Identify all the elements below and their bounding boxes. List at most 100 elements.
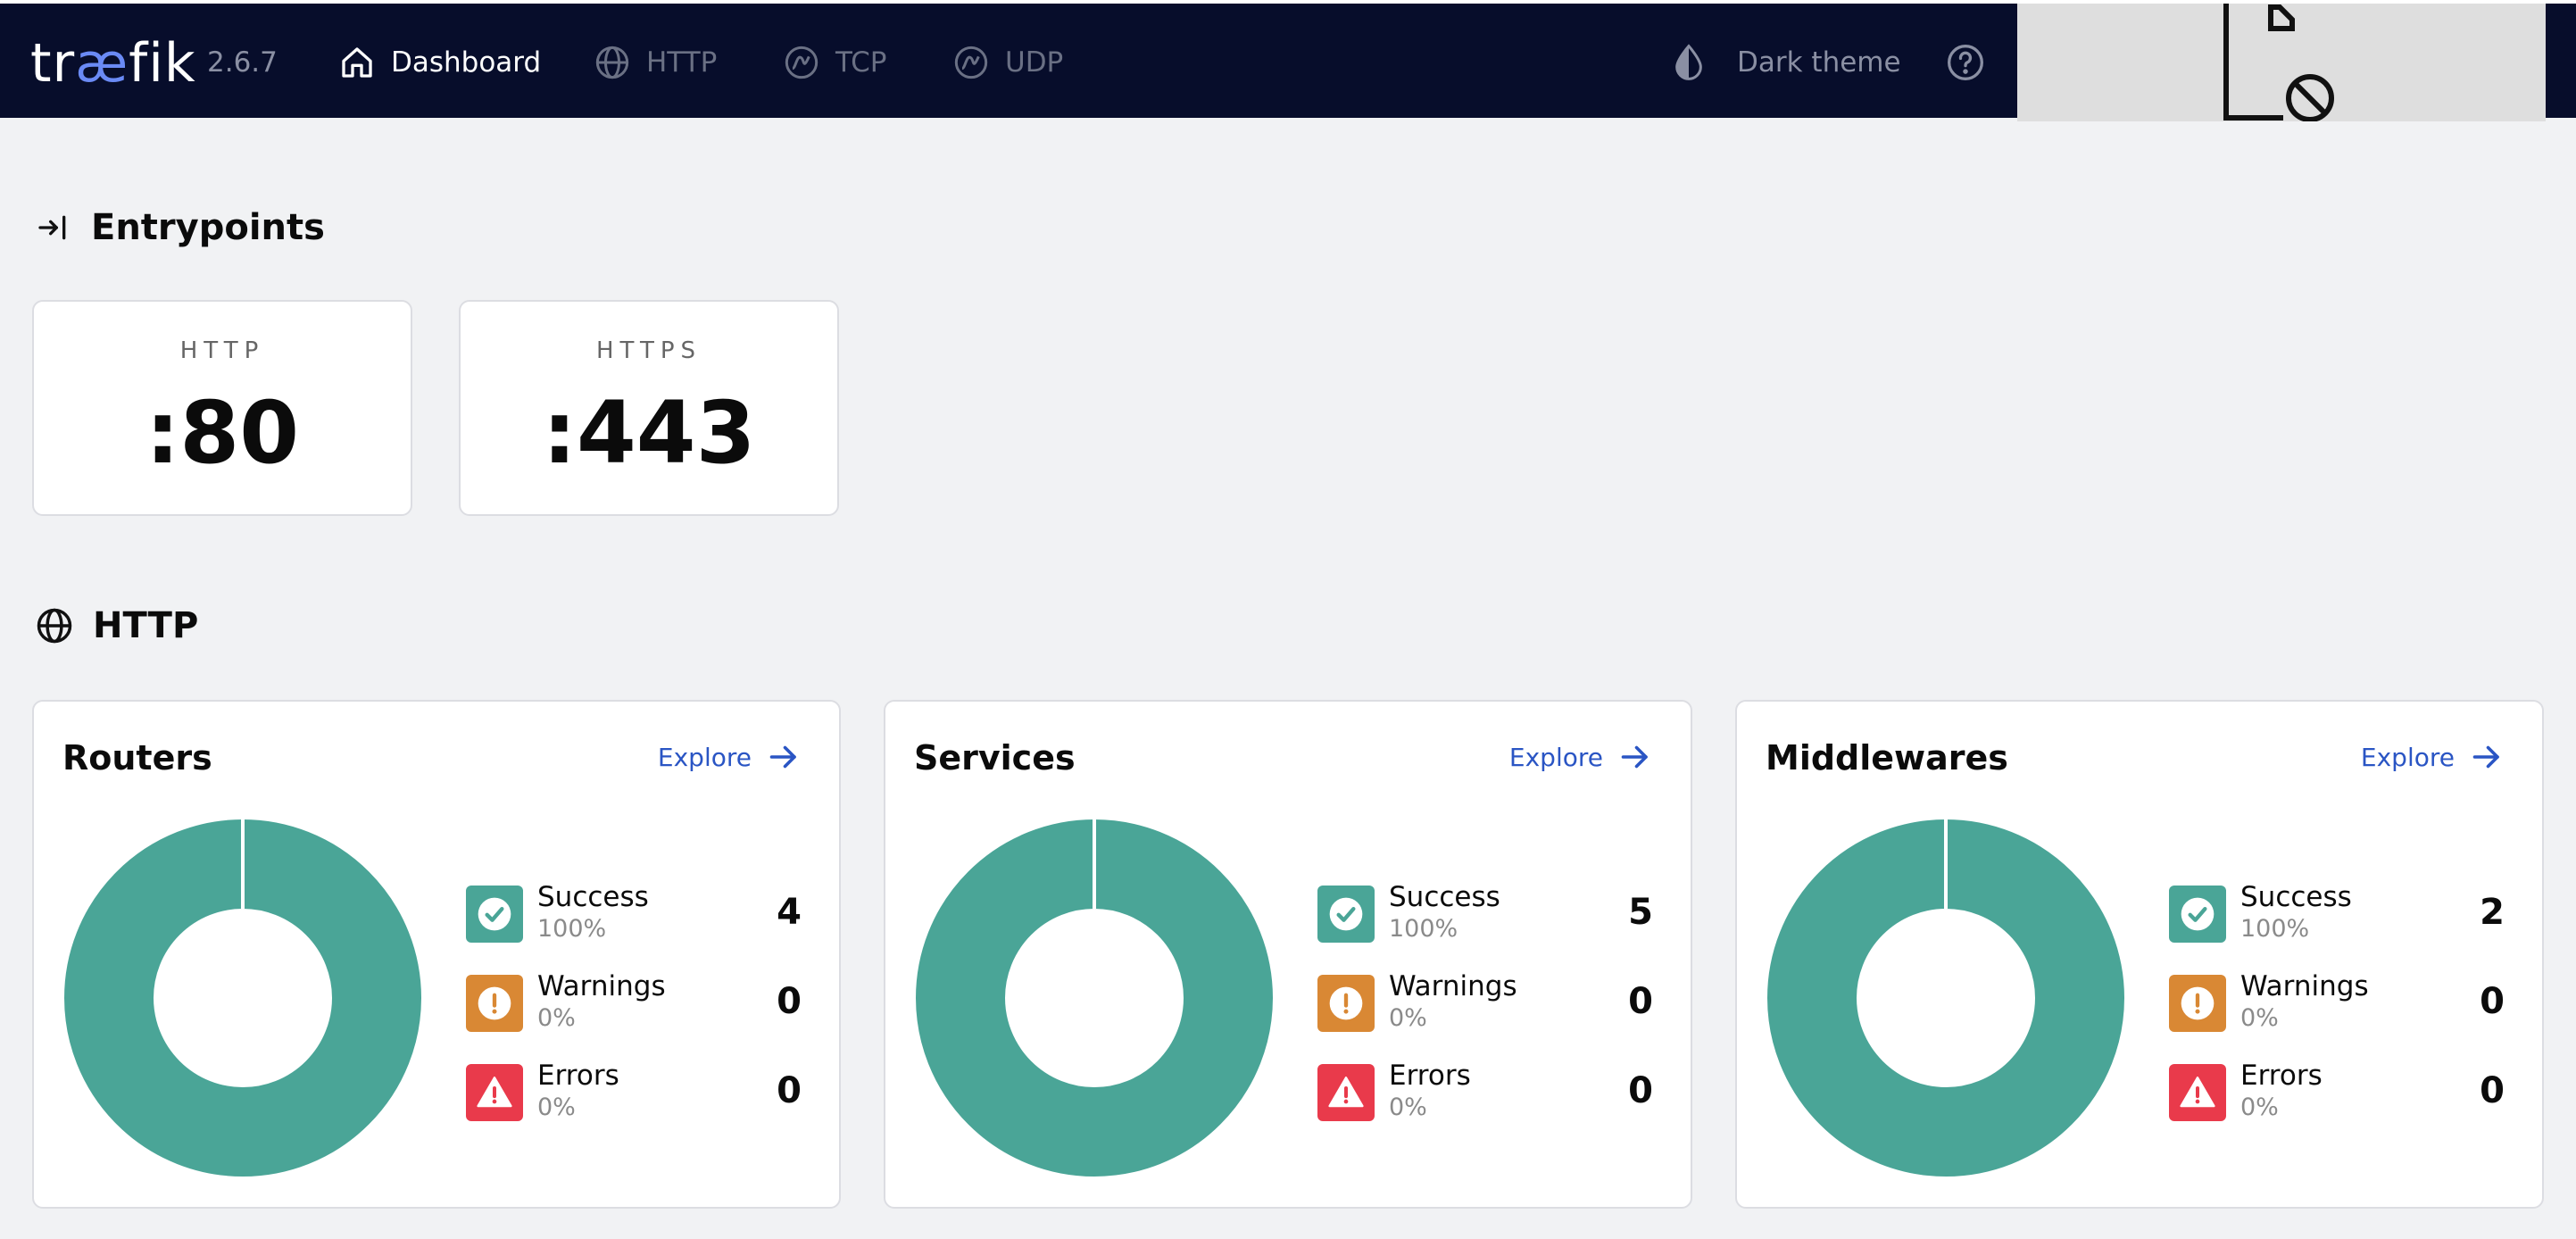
exclamation-circle-icon	[1329, 986, 1363, 1020]
stat-warnings: Warnings 0% 0	[466, 968, 802, 1039]
blocked-image-icon	[2223, 4, 2334, 121]
tcp-icon	[785, 46, 819, 79]
success-badge	[466, 886, 523, 943]
arrow-right-icon	[2472, 745, 2499, 769]
stat-errors: Errors 0% 0	[466, 1057, 802, 1128]
stat-percent: 0%	[2240, 1093, 2279, 1121]
nav-tcp-label: TCP	[835, 46, 887, 79]
stat-label: Success	[537, 881, 649, 913]
panel-title: Routers	[62, 738, 212, 777]
entrypoints-section-title: Entrypoints	[36, 207, 325, 248]
stat-errors: Errors 0% 0	[1317, 1057, 1653, 1128]
panel-title: Middlewares	[1766, 738, 2008, 777]
stat-success: Success 100% 2	[2169, 878, 2505, 950]
blocked-image-placeholder	[2017, 4, 2546, 121]
arrow-right-icon	[769, 745, 796, 769]
entrypoint-card-https: HTTPS :443	[459, 300, 839, 516]
explore-routers-link[interactable]: Explore	[658, 741, 800, 773]
entrypoint-name: HTTP	[179, 337, 265, 364]
stat-count: 2	[2480, 892, 2505, 933]
entrypoint-name: HTTPS	[595, 337, 702, 364]
stat-warnings: Warnings 0% 0	[2169, 968, 2505, 1039]
nav-tcp[interactable]: TCP	[784, 39, 886, 86]
stat-percent: 0%	[537, 1093, 576, 1121]
stat-count: 0	[2480, 1070, 2505, 1111]
help-icon	[1948, 45, 1983, 80]
http-title-text: HTTP	[93, 605, 199, 646]
stat-percent: 100%	[2240, 915, 2310, 943]
services-panel: Services Explore Success 100% 5 Warnings…	[884, 700, 1692, 1209]
top-navbar: træfik 2.6.7 Dashboard HTTP TCP UDP Dark…	[0, 0, 2576, 121]
warning-badge	[1317, 975, 1375, 1032]
home-icon	[342, 47, 372, 78]
theme-drop-icon	[1675, 44, 1702, 80]
nav-dashboard[interactable]: Dashboard	[339, 39, 541, 86]
entrypoint-port: :443	[542, 383, 756, 483]
stat-percent: 0%	[1389, 1093, 1427, 1121]
status-donut-chart	[916, 819, 1273, 1177]
traefik-logo[interactable]: træfik	[30, 32, 196, 95]
error-badge	[1317, 1064, 1375, 1121]
stat-count: 4	[777, 892, 802, 933]
stat-count: 0	[777, 981, 802, 1022]
status-donut-chart	[1767, 819, 2124, 1177]
explore-services-link[interactable]: Explore	[1509, 741, 1651, 773]
entrypoint-card-http: HTTP :80	[32, 300, 412, 516]
stat-percent: 0%	[1389, 1004, 1427, 1032]
dark-theme-label: Dark theme	[1737, 46, 1901, 79]
success-badge	[1317, 886, 1375, 943]
globe-icon	[37, 608, 72, 644]
nav-udp[interactable]: UDP	[953, 39, 1063, 86]
udp-icon	[954, 46, 988, 79]
success-badge	[2169, 886, 2226, 943]
warning-triangle-icon	[477, 1077, 512, 1108]
dark-theme-toggle[interactable]: Dark theme	[1671, 39, 1901, 86]
stat-success: Success 100% 5	[1317, 878, 1653, 950]
middlewares-panel: Middlewares Explore Success 100% 2 Warni…	[1735, 700, 2544, 1209]
exclamation-circle-icon	[478, 986, 511, 1020]
entrypoints-title-text: Entrypoints	[91, 207, 325, 248]
stat-label: Errors	[1389, 1060, 1471, 1092]
status-donut-chart	[64, 819, 421, 1177]
stat-label: Errors	[2240, 1060, 2323, 1092]
nav-dashboard-label: Dashboard	[391, 46, 542, 79]
stat-label: Warnings	[1389, 970, 1517, 1002]
stat-label: Errors	[537, 1060, 619, 1092]
stat-warnings: Warnings 0% 0	[1317, 968, 1653, 1039]
stat-count: 0	[2480, 981, 2505, 1022]
explore-label: Explore	[1508, 742, 1603, 772]
nav-http[interactable]: HTTP	[594, 39, 717, 86]
stat-percent: 0%	[537, 1004, 576, 1032]
explore-label: Explore	[657, 742, 752, 772]
entrypoint-icon	[38, 215, 66, 240]
error-badge	[466, 1064, 523, 1121]
check-circle-icon	[1329, 897, 1363, 931]
stat-count: 0	[1628, 981, 1653, 1022]
stat-percent: 100%	[1389, 915, 1458, 943]
exclamation-circle-icon	[2181, 986, 2215, 1020]
arrow-right-icon	[1621, 745, 1648, 769]
explore-label: Explore	[2360, 742, 2455, 772]
nav-udp-label: UDP	[1005, 46, 1064, 79]
stat-label: Warnings	[537, 970, 666, 1002]
stat-count: 0	[1628, 1070, 1653, 1111]
http-section-title: HTTP	[36, 605, 198, 646]
stat-label: Success	[1389, 881, 1500, 913]
error-badge	[2169, 1064, 2226, 1121]
warning-triangle-icon	[2180, 1077, 2215, 1108]
stat-errors: Errors 0% 0	[2169, 1057, 2505, 1128]
help-button[interactable]	[1946, 43, 1985, 82]
stat-label: Success	[2240, 881, 2352, 913]
stat-percent: 100%	[537, 915, 607, 943]
routers-panel: Routers Explore Success 100% 4 Warnings …	[32, 700, 841, 1209]
version-label: 2.6.7	[207, 46, 278, 79]
nav-http-label: HTTP	[646, 46, 718, 79]
explore-middlewares-link[interactable]: Explore	[2361, 741, 2503, 773]
warning-badge	[2169, 975, 2226, 1032]
stat-success: Success 100% 4	[466, 878, 802, 950]
stat-label: Warnings	[2240, 970, 2369, 1002]
warning-badge	[466, 975, 523, 1032]
check-circle-icon	[2181, 897, 2215, 931]
warning-triangle-icon	[1328, 1077, 1364, 1108]
check-circle-icon	[478, 897, 511, 931]
